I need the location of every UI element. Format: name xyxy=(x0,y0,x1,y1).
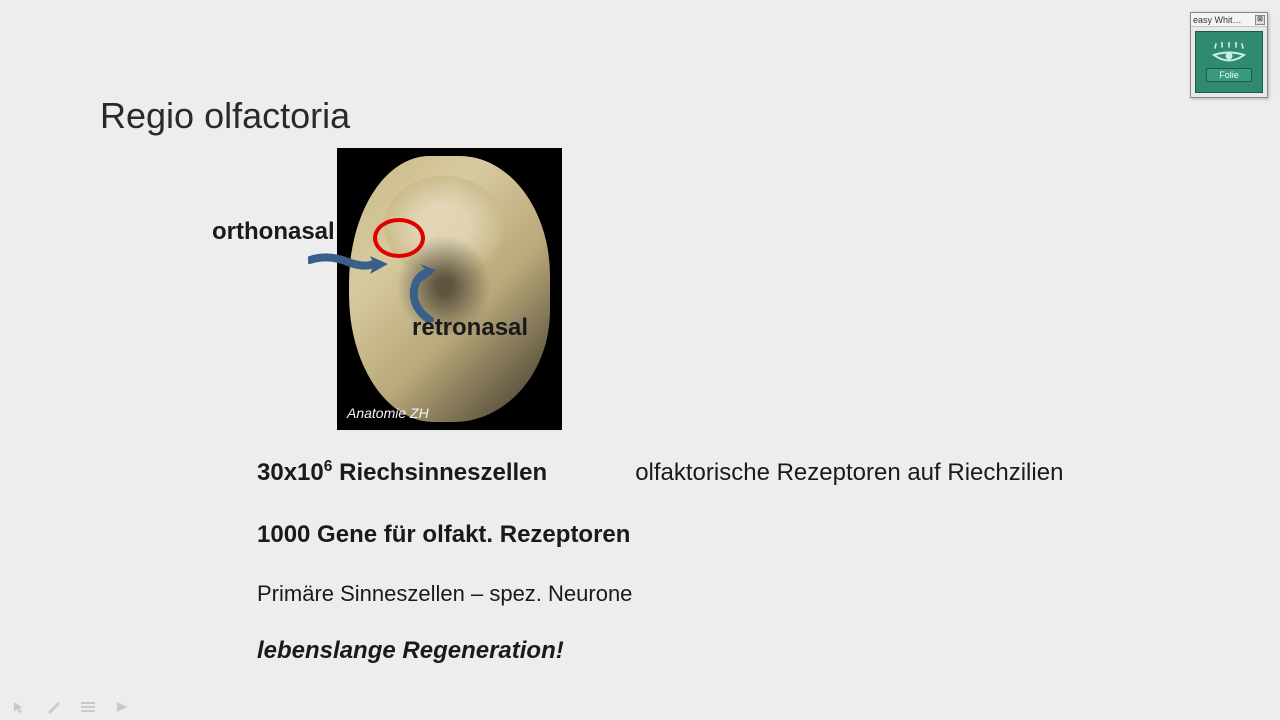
cell-count-prefix: 30x10 xyxy=(257,459,324,486)
widget-titlebar[interactable]: easy Whit… ⊠ xyxy=(1191,13,1267,27)
orthonasal-label: orthonasal xyxy=(212,218,335,246)
menu-icon[interactable] xyxy=(80,700,96,714)
retronasal-label: retronasal xyxy=(412,314,528,342)
whiteboard-widget[interactable]: easy Whit… ⊠ Folie xyxy=(1190,12,1268,98)
folie-button[interactable]: Folie xyxy=(1206,68,1252,82)
presentation-toolbar[interactable] xyxy=(12,700,130,714)
content-block: 30x106 Riechsinneszellen olfaktorische Re… xyxy=(257,458,1063,665)
bullet-3: Primäre Sinneszellen – spez. Neurone xyxy=(257,581,1063,607)
pointer-icon[interactable] xyxy=(12,700,28,714)
slide-title: Regio olfactoria xyxy=(100,95,350,137)
cell-count-suffix: Riechsinneszellen xyxy=(332,459,547,486)
orthonasal-arrow xyxy=(308,252,388,280)
widget-title: easy Whit… xyxy=(1193,15,1242,25)
widget-panel: Folie xyxy=(1195,31,1263,93)
bullet-1-right: olfaktorische Rezeptoren auf Riechzilien xyxy=(635,459,1063,486)
eye-icon xyxy=(1212,42,1246,62)
cell-count: 30x106 Riechsinneszellen xyxy=(257,459,547,486)
next-icon[interactable] xyxy=(114,700,130,714)
retronasal-arrow xyxy=(406,262,454,322)
bullet-1: 30x106 Riechsinneszellen olfaktorische Re… xyxy=(257,458,1063,487)
bullet-2: 1000 Gene für olfakt. Rezeptoren xyxy=(257,521,1063,549)
widget-body: Folie xyxy=(1191,27,1267,97)
pen-icon[interactable] xyxy=(46,700,62,714)
close-icon[interactable]: ⊠ xyxy=(1255,15,1265,25)
bullet-4: lebenslange Regeneration! xyxy=(257,637,1063,665)
image-credit: Anatomie ZH xyxy=(347,405,429,421)
